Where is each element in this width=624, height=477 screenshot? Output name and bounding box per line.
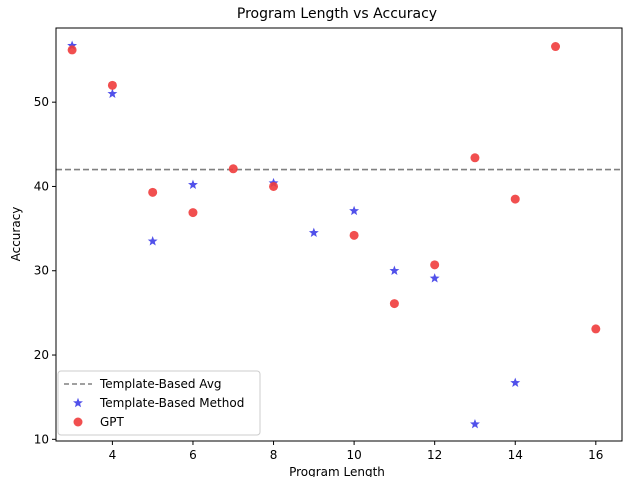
template-point	[429, 273, 440, 283]
gpt-point	[470, 153, 480, 163]
template-point	[470, 418, 480, 429]
y-tick-label: 30	[34, 264, 49, 278]
template-point	[147, 236, 158, 246]
y-tick-label: 40	[34, 179, 49, 193]
gpt-point	[551, 42, 561, 52]
template-point	[188, 179, 198, 189]
x-tick-label: 8	[270, 448, 278, 462]
gpt-point	[228, 164, 238, 174]
y-tick-label: 20	[34, 348, 49, 362]
template-point	[389, 265, 400, 275]
template-point	[107, 88, 118, 98]
gpt-point	[188, 208, 198, 218]
gpt-point	[591, 324, 601, 334]
gpt-point	[430, 260, 440, 270]
y-tick-label: 10	[34, 432, 49, 446]
gpt-point	[510, 194, 520, 204]
gpt-point	[67, 45, 77, 55]
legend-star-swatch	[73, 397, 83, 408]
x-axis-label: Program Length	[289, 465, 385, 477]
gpt-point	[107, 80, 117, 90]
y-tick-label: 50	[34, 95, 49, 109]
x-tick-label: 14	[508, 448, 523, 462]
legend-star-shape	[73, 397, 83, 408]
legend: Template-Based Avg Template-Based Method…	[57, 370, 261, 436]
template-point	[510, 377, 521, 388]
legend-label-template: Template-Based Method	[99, 396, 244, 410]
template-point	[67, 40, 78, 50]
legend-label-reference: Template-Based Avg	[99, 377, 222, 391]
x-tick-label: 4	[109, 448, 117, 462]
gpt-point	[148, 187, 158, 197]
x-tick-label: 16	[588, 448, 603, 462]
gpt-point	[349, 230, 359, 240]
legend-box	[57, 370, 261, 436]
x-tick-label: 6	[189, 448, 197, 462]
gpt-point	[269, 181, 279, 191]
plot-area-frame	[55, 27, 623, 442]
gpt-point	[389, 299, 399, 309]
legend-label-gpt: GPT	[100, 415, 125, 429]
template-point	[308, 227, 319, 238]
chart-title: Program Length vs Accuracy	[237, 6, 437, 22]
template-point	[349, 205, 360, 216]
x-tick-label: 10	[346, 448, 361, 462]
y-axis-label: Accuracy	[9, 207, 23, 262]
x-tick-label: 12	[427, 448, 442, 462]
legend-circle-swatch	[73, 417, 83, 427]
